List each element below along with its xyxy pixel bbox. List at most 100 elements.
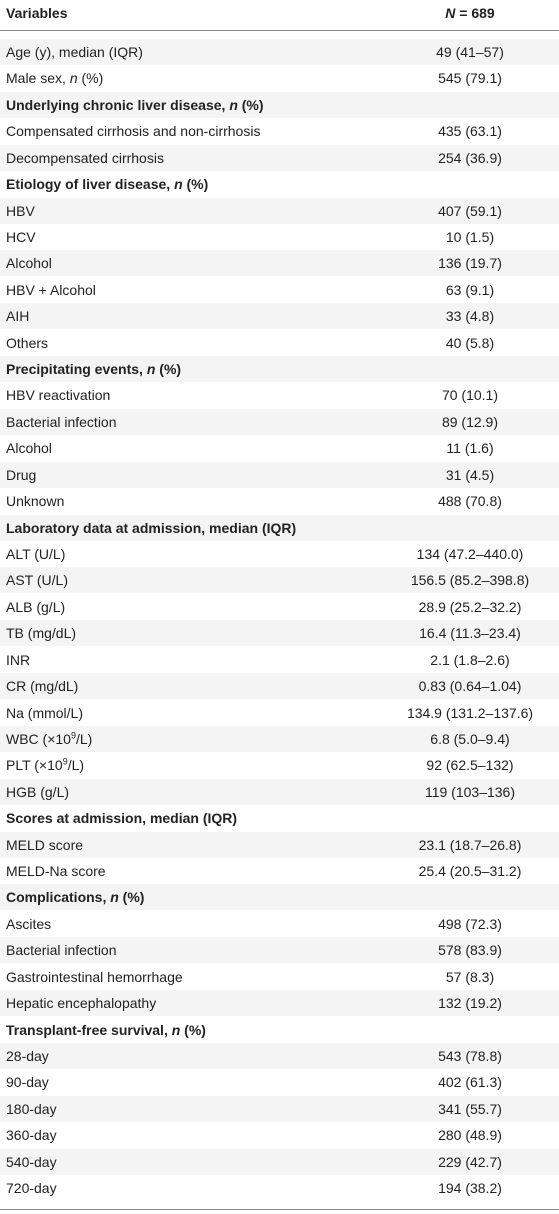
value-cell: 402 (61.3) (438, 1074, 502, 1091)
value-cell: 33 (4.8) (445, 308, 495, 325)
label-cell: 540-day (6, 1149, 57, 1175)
data-row: 28-day 543 (78.8) (0, 1042, 559, 1069)
data-row: CR (mg/dL) 0.83 (0.64–1.04) (0, 673, 559, 700)
label-cell: Transplant-free survival, n (%) (6, 1017, 206, 1043)
label-cell: Others (6, 330, 48, 356)
label-cell: Compensated cirrhosis and non-cirrhosis (6, 118, 260, 144)
value-cell: 89 (12.9) (441, 413, 499, 430)
label-cell: HBV (6, 198, 35, 224)
text-run: Male sex, (6, 70, 70, 87)
text-run: HCV (6, 228, 36, 245)
value-cell: 543 (78.8) (438, 1047, 502, 1064)
label-cell: 90-day (6, 1069, 49, 1095)
text-run: Transplant-free survival, (6, 1021, 172, 1038)
data-row: TB (mg/dL) 16.4 (11.3–23.4) (0, 620, 559, 647)
data-row: AIH 33 (4.8) (0, 303, 559, 330)
label-cell: TB (mg/dL) (6, 620, 76, 646)
label-cell: MELD-Na score (6, 858, 106, 884)
value-cell: 280 (48.9) (438, 1127, 502, 1144)
text-run: 540-day (6, 1153, 57, 1170)
label-cell: Underlying chronic liver disease, n (%) (6, 92, 264, 118)
label-cell: Hepatic encephalopathy (6, 990, 156, 1016)
label-cell: Complications, n (%) (6, 884, 144, 910)
value-cell: 341 (55.7) (438, 1100, 502, 1117)
label-cell: Na (mmol/L) (6, 700, 83, 726)
data-row: Bacterial infection 578 (83.9) (0, 937, 559, 964)
data-row: AST (U/L) 156.5 (85.2–398.8) (0, 567, 559, 594)
italic-run: n (174, 176, 183, 193)
text-run: Gastrointestinal hemorrhage (6, 968, 183, 985)
value-cell: 40 (5.8) (445, 334, 495, 351)
value-cell: 70 (10.1) (441, 387, 499, 404)
section-row: Scores at admission, median (IQR) (0, 805, 559, 831)
section-row: Complications, n (%) (0, 884, 559, 911)
section-row: Laboratory data at admission, median (IQ… (0, 514, 559, 541)
label-cell: 28-day (6, 1043, 49, 1069)
text-run: Scores at admission, median (IQR) (6, 810, 238, 827)
text-run: /L) (75, 730, 93, 747)
value-cell: 10 (1.5) (445, 228, 495, 245)
data-row: Decompensated cirrhosis 254 (36.9) (0, 144, 559, 171)
data-row: HBV reactivation 70 (10.1) (0, 382, 559, 408)
value-cell: 134 (47.2–440.0) (416, 545, 524, 562)
data-row: Drug 31 (4.5) (0, 461, 559, 488)
text-run: Age (y), median (IQR) (6, 44, 143, 60)
label-cell: Bacterial infection (6, 409, 117, 435)
italic-run: n (171, 1021, 181, 1038)
value-cell: 11 (1.6) (446, 440, 494, 457)
data-row: MELD score 23.1 (18.7–26.8) (0, 831, 559, 858)
value-cell: 92 (62.5–132) (426, 757, 514, 774)
italic-run: n (146, 361, 156, 378)
section-row: Precipitating events, n (%) (0, 356, 559, 383)
value-cell: 6.8 (5.0–9.4) (430, 730, 510, 747)
text-run: (%) (77, 70, 104, 87)
label-cell: Scores at admission, median (IQR) (6, 805, 237, 831)
label-cell: 180-day (6, 1096, 57, 1122)
data-row: ALT (U/L) 134 (47.2–440.0) (0, 541, 559, 567)
value-cell: 28.9 (25.2–32.2) (418, 598, 522, 615)
text-run: Laboratory data at admission, median (IQ… (6, 519, 297, 536)
text-run: Decompensated cirrhosis (6, 149, 164, 166)
text-run: MELD score (6, 836, 84, 853)
value-cell: 254 (36.9) (438, 149, 502, 166)
section-row: Underlying chronic liver disease, n (%) (0, 91, 559, 118)
value-cell: 132 (19.2) (438, 995, 502, 1012)
text-run: (%) (155, 361, 182, 378)
text-run: Bacterial infection (6, 413, 117, 430)
label-cell: AST (U/L) (6, 567, 68, 593)
text-run: Bacterial infection (6, 942, 117, 959)
data-row: HGB (g/L) 119 (103–136) (0, 778, 559, 805)
data-row: Male sex, n (%) 545 (79.1) (0, 65, 559, 91)
text-run: /L) (67, 757, 85, 774)
data-row: Gastrointestinal hemorrhage 57 (8.3) (0, 964, 559, 990)
superscript: 9 (62, 756, 68, 767)
text-run: (%) (182, 176, 209, 193)
label-cell: 360-day (6, 1122, 57, 1148)
text-run: = 689 (455, 5, 495, 21)
header-cell: N = 689 (380, 0, 559, 26)
text-run: 180-day (6, 1100, 57, 1117)
label-cell: Laboratory data at admission, median (IQ… (6, 515, 296, 541)
label-cell: 720-day (6, 1175, 57, 1201)
text-run: Compensated cirrhosis and non-cirrhosis (6, 123, 261, 140)
data-row: MELD-Na score 25.4 (20.5–31.2) (0, 858, 559, 884)
value-cell: 0.83 (0.64–1.04) (418, 678, 522, 695)
label-cell: Ascites (6, 911, 51, 937)
value-cell: 57 (8.3) (445, 968, 495, 985)
text-run: Hepatic encephalopathy (6, 995, 157, 1012)
value-cell: 119 (103–136) (424, 783, 516, 800)
text-run: Na (mmol/L) (6, 704, 84, 721)
value-cell: 435 (63.1) (438, 123, 502, 140)
value-cell: 136 (19.7) (438, 255, 502, 272)
value-cell: 2.1 (1.8–2.6) (430, 651, 510, 668)
label-cell: Etiology of liver disease, n (%) (6, 171, 208, 197)
text-run: Others (6, 334, 49, 351)
text-run: TB (mg/dL) (6, 625, 77, 642)
label-cell: Male sex, n (%) (6, 65, 103, 91)
text-run: ALB (g/L) (6, 598, 66, 615)
value-cell: 156.5 (85.2–398.8) (410, 572, 530, 589)
value-cell: 488 (70.8) (438, 493, 502, 510)
data-row: Others 40 (5.8) (0, 330, 559, 356)
data-row: 720-day 194 (38.2) (0, 1175, 559, 1201)
